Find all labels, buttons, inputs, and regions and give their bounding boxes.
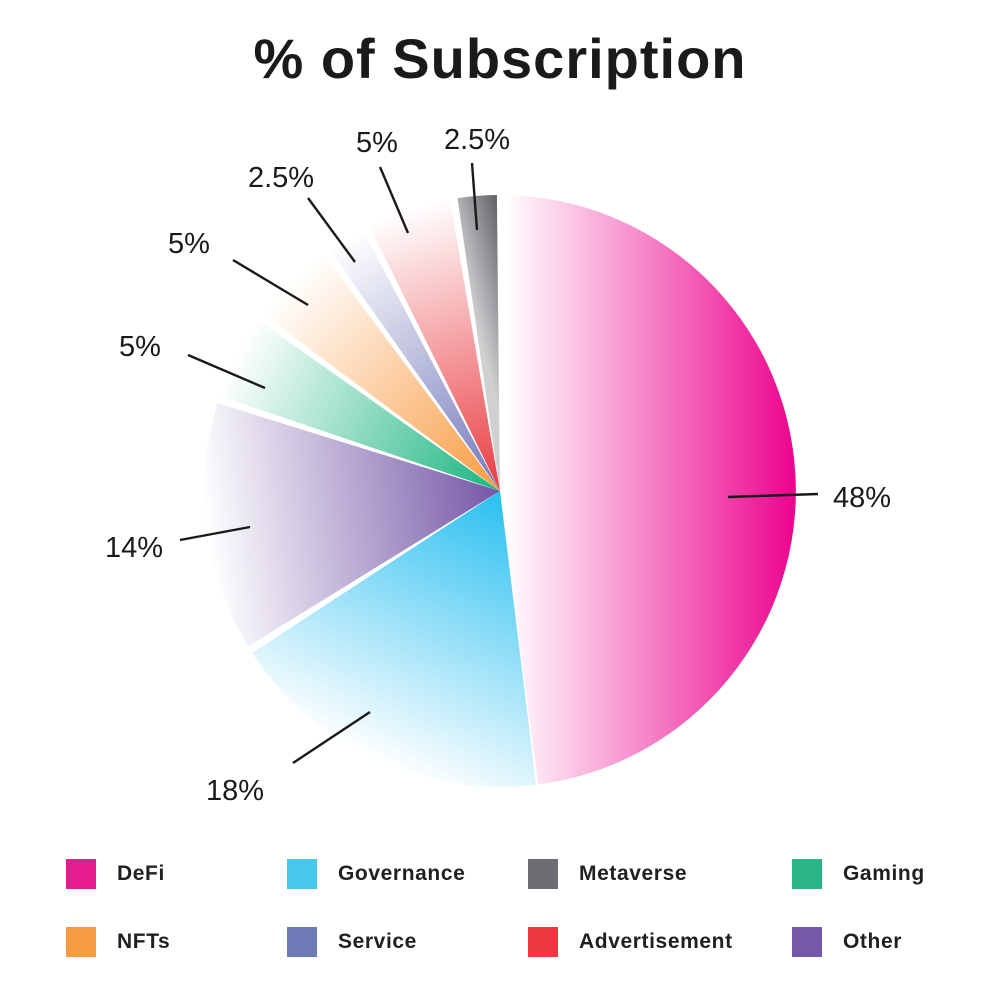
chart-title: % of Subscription: [253, 27, 747, 90]
callout-line-metaverse: [470, 162, 479, 231]
pie-slice-nfts: [262, 253, 500, 491]
pie-slices-group: [203, 195, 796, 788]
pie-slice-service: [329, 229, 500, 491]
callout-line-advertisement: [378, 166, 410, 234]
pie-slice-governance: [252, 491, 537, 788]
slice-percentage-label-other: 14%: [105, 532, 163, 564]
callout-line-gaming: [187, 353, 266, 390]
slice-percentage-label-governance: 18%: [206, 775, 264, 807]
slice-percentage-label-advertisement: 5%: [356, 127, 398, 159]
slice-percentage-label-metaverse: 2.5%: [444, 124, 510, 156]
callout-line-service: [307, 197, 356, 263]
pie-slice-metaverse: [457, 195, 500, 491]
pie-slice-gaming: [219, 320, 500, 491]
callout-line-nfts: [232, 258, 309, 307]
slice-percentage-label-nfts: 5%: [168, 228, 210, 260]
callout-line-governance: [292, 710, 371, 765]
callout-line-defi: [727, 492, 819, 499]
callout-lines-group: [179, 162, 819, 765]
slice-labels-group: 48% 18% 14% 5% 5% 2.5% 5% 2.5%: [105, 124, 891, 807]
pie-slice-defi: [500, 195, 796, 785]
pie-slice-advertisement: [369, 199, 500, 492]
slice-percentage-label-defi: 48%: [833, 482, 891, 514]
callout-line-other: [179, 525, 251, 542]
slice-percentage-label-service: 2.5%: [248, 162, 314, 194]
pie-slice-other: [203, 403, 500, 647]
slice-percentage-label-gaming: 5%: [119, 331, 161, 363]
